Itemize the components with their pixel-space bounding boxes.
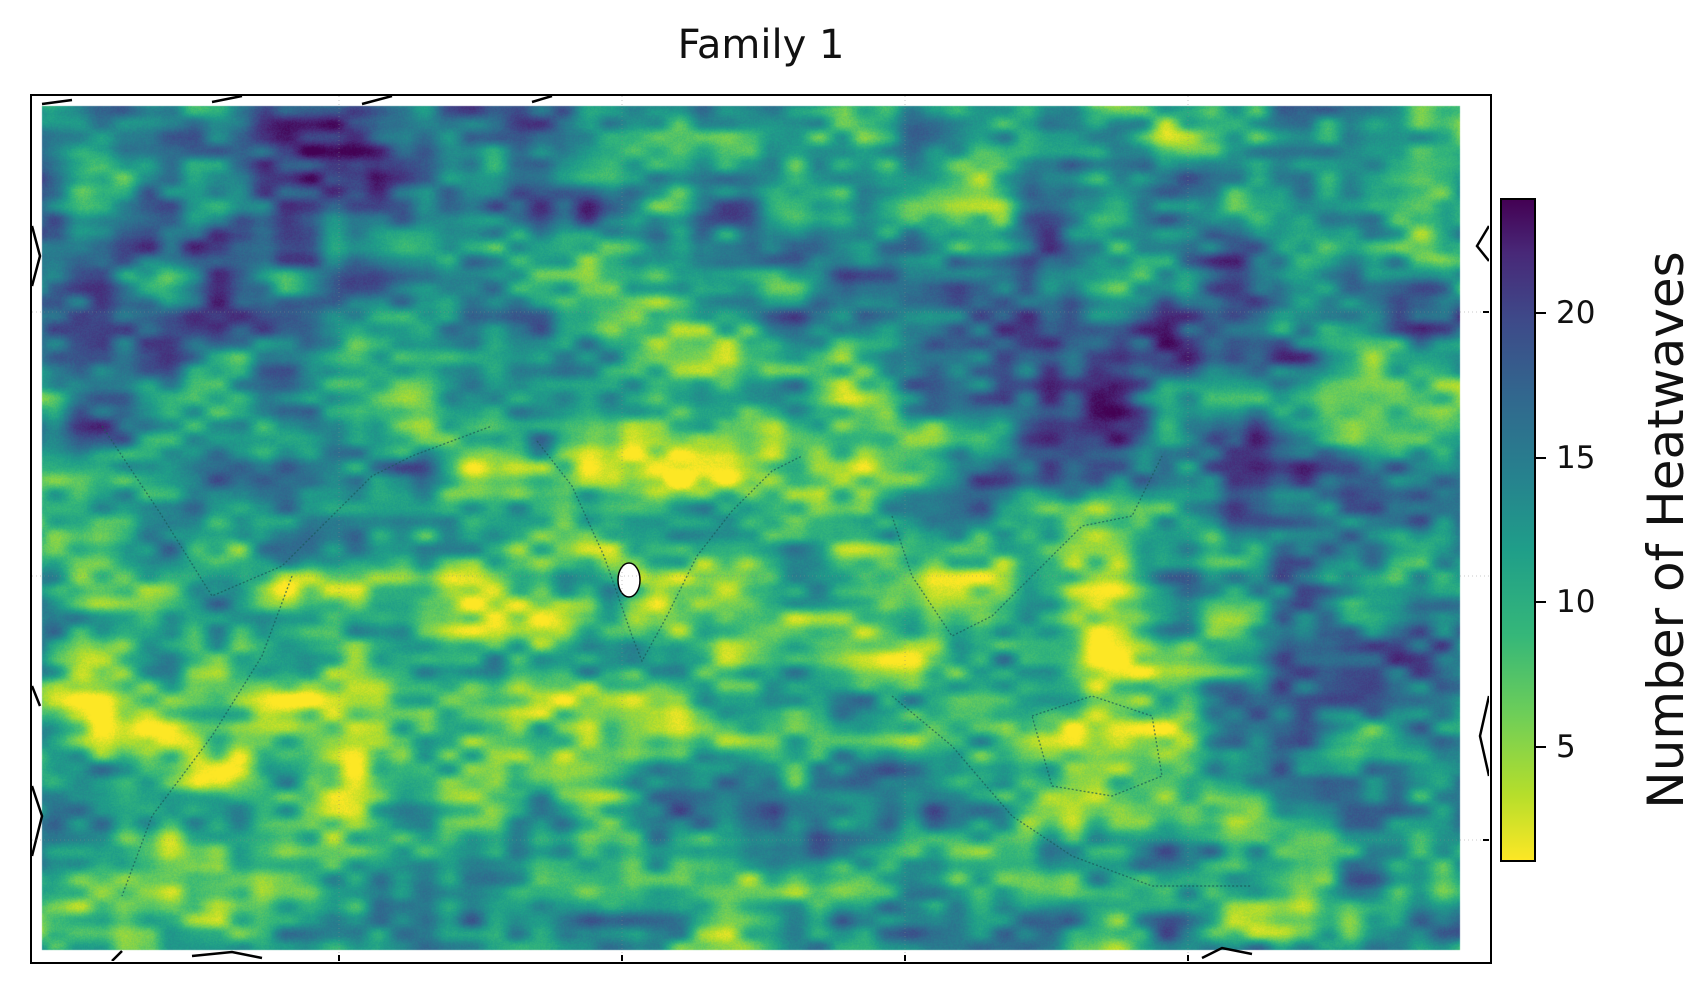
coastline-africa [121, 575, 293, 897]
colorbar-tick [1536, 745, 1546, 748]
colorbar-tick [1536, 312, 1546, 315]
coastline-edge-bottom [111, 946, 1253, 961]
coastline-sumatra [891, 695, 1252, 887]
colorbar [1500, 198, 1536, 862]
coastline-india [536, 440, 803, 663]
colorbar-tick-label: 5 [1556, 728, 1576, 765]
map-overlay [32, 96, 1489, 961]
coastline-borneo [1031, 695, 1163, 797]
colorbar-tick [1536, 456, 1546, 459]
colorbar-tick-label: 10 [1556, 584, 1596, 621]
frame-ticks [338, 311, 1489, 961]
sri-lanka-nodata [617, 562, 641, 598]
coastline-edge-top [41, 96, 553, 106]
coastline-arabia [101, 425, 493, 597]
coastline-edge-left [32, 225, 44, 857]
gridlines [32, 96, 1489, 961]
map-title: Family 1 [677, 22, 845, 68]
colorbar-tick [1536, 601, 1546, 604]
heatwave-field [32, 96, 1489, 961]
heatwave-map[interactable] [30, 94, 1492, 964]
colorbar-label: Number of Heatwaves [1637, 251, 1695, 809]
coastline-indochina [891, 455, 1163, 637]
colorbar-tick-label: 20 [1556, 295, 1596, 332]
coastline-edge-right [1475, 225, 1489, 777]
colorbar-tick-label: 15 [1556, 439, 1596, 476]
